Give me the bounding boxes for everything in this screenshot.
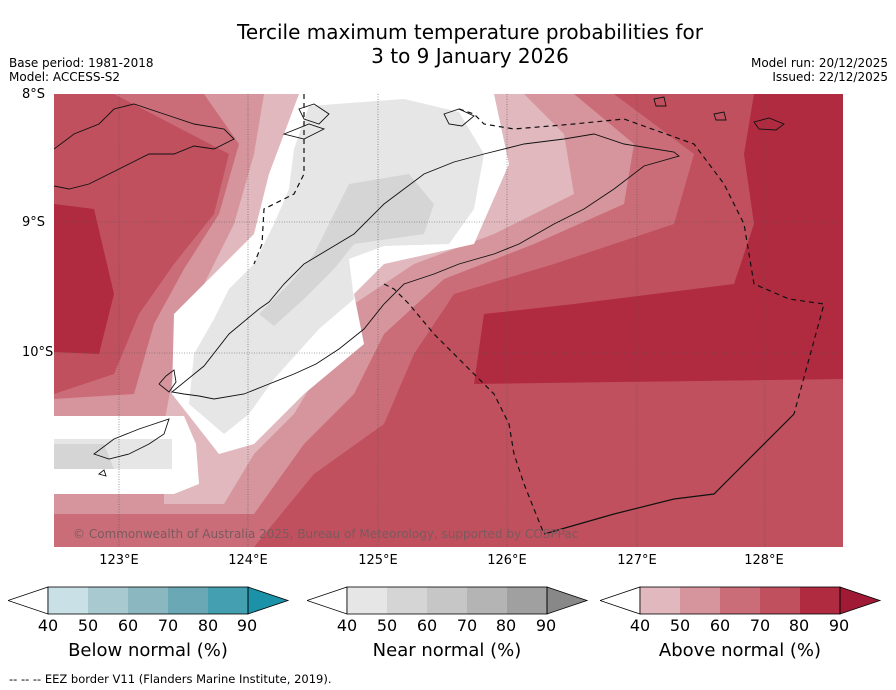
tick-above-80: 80 bbox=[788, 616, 810, 635]
semau-coast bbox=[158, 369, 177, 393]
colorbar-below-swatch-40 bbox=[48, 587, 88, 614]
colorbar-below-swatch-80 bbox=[208, 587, 248, 614]
colorbar-above-min-extend bbox=[600, 586, 641, 615]
meta-left: Base period: 1981-2018 Model: ACCESS-S2 bbox=[9, 56, 154, 84]
title-line-1: Tercile maximum temperature probabilitie… bbox=[237, 20, 703, 44]
eez-west bbox=[253, 94, 305, 265]
colorbar-near-swatch-50 bbox=[387, 587, 427, 614]
colorbar-above-outline bbox=[639, 586, 841, 615]
eez-timor-leste bbox=[458, 108, 825, 415]
rote-small-coast bbox=[98, 469, 107, 477]
flores-coast bbox=[54, 103, 235, 190]
colorbar-below-max-extend bbox=[247, 586, 290, 615]
tick-near-40: 40 bbox=[336, 616, 358, 635]
tick-below-50: 50 bbox=[77, 616, 99, 635]
rote-coast bbox=[93, 418, 170, 460]
tick-below-70: 70 bbox=[157, 616, 179, 635]
colorbar-above bbox=[600, 586, 882, 615]
tick-above-60: 60 bbox=[709, 616, 731, 635]
probability-map bbox=[54, 94, 843, 547]
colorbar-near-outline bbox=[346, 586, 548, 615]
tick-below-60: 60 bbox=[117, 616, 139, 635]
colorbar-above-title: Above normal (%) bbox=[658, 640, 822, 661]
tick-below-80: 80 bbox=[197, 616, 219, 635]
babar-coast bbox=[753, 117, 785, 131]
colorbar-above-swatch-50 bbox=[680, 587, 720, 614]
timor-coast bbox=[170, 133, 680, 400]
colorbar-above-swatch-80 bbox=[800, 587, 840, 614]
colorbar-below-outline bbox=[47, 586, 249, 615]
colorbar-near-swatches bbox=[307, 586, 589, 615]
base-period: Base period: 1981-2018 bbox=[9, 56, 154, 70]
lon-label-127e: 127°E bbox=[617, 553, 657, 568]
eez-footnote: -- -- -- EEZ border V11 (Flanders Marine… bbox=[9, 672, 332, 686]
colorbar-near-min-extend bbox=[307, 586, 348, 615]
colorbar-below-swatches bbox=[8, 586, 290, 615]
lon-label-124e: 124°E bbox=[228, 553, 268, 568]
colorbar-above-swatch-60 bbox=[720, 587, 760, 614]
tick-near-60: 60 bbox=[416, 616, 438, 635]
lon-label-125e: 125°E bbox=[358, 553, 398, 568]
colorbar-below-swatch-50 bbox=[88, 587, 128, 614]
colorbar-below-swatch-60 bbox=[128, 587, 168, 614]
model-run: Model run: 20/12/2025 bbox=[750, 56, 888, 70]
tick-below-40: 40 bbox=[37, 616, 59, 635]
tick-below-90: 90 bbox=[236, 616, 258, 635]
eez-borders bbox=[253, 94, 825, 535]
model-name: Model: ACCESS-S2 bbox=[9, 70, 121, 84]
lat-label-9s: 9°S bbox=[22, 215, 46, 230]
tick-above-40: 40 bbox=[629, 616, 651, 635]
tick-near-70: 70 bbox=[456, 616, 478, 635]
lat-label-10s: 10°S bbox=[22, 345, 54, 360]
alor-coast bbox=[282, 123, 326, 140]
colorbar-above-swatch-70 bbox=[760, 587, 800, 614]
copyright-notice: © Commonwealth of Australia 2025, Bureau… bbox=[73, 527, 579, 541]
colorbar-below-swatch-70 bbox=[168, 587, 208, 614]
tick-above-70: 70 bbox=[749, 616, 771, 635]
coastlines bbox=[54, 96, 785, 477]
wetar-coast bbox=[298, 103, 330, 125]
lon-label-128e: 128°E bbox=[744, 553, 784, 568]
near-60-region-south bbox=[54, 444, 114, 469]
meta-right: Model run: 20/12/2025 Issued: 22/12/2025 bbox=[751, 56, 888, 84]
colorbar-near-swatch-80 bbox=[507, 587, 547, 614]
lat-label-8s: 8°S bbox=[22, 87, 46, 102]
atauro-coast bbox=[443, 108, 475, 127]
leti-coast bbox=[653, 96, 667, 107]
colorbar-near-swatch-70 bbox=[467, 587, 507, 614]
tick-above-90: 90 bbox=[828, 616, 850, 635]
colorbar-near-swatch-60 bbox=[427, 587, 467, 614]
moa-coast bbox=[713, 111, 727, 121]
colorbar-above-swatches bbox=[600, 586, 882, 615]
issued-date: Issued: 22/12/2025 bbox=[772, 70, 888, 84]
colorbar-near-swatch-40 bbox=[347, 587, 387, 614]
eez-inland bbox=[383, 283, 545, 535]
lon-label-123e: 123°E bbox=[99, 553, 139, 568]
eez-solid-border bbox=[543, 413, 795, 535]
colorbar-below-min-extend bbox=[8, 586, 49, 615]
tick-above-50: 50 bbox=[669, 616, 691, 635]
colorbar-near-max-extend bbox=[546, 586, 589, 615]
tick-near-90: 90 bbox=[535, 616, 557, 635]
title-line-2: 3 to 9 January 2026 bbox=[371, 44, 569, 68]
colorbar-below bbox=[8, 586, 290, 615]
above-90-left-region bbox=[54, 204, 114, 354]
tick-near-50: 50 bbox=[376, 616, 398, 635]
colorbar-near bbox=[307, 586, 589, 615]
colorbar-above-max-extend bbox=[839, 586, 882, 615]
near-60-region bbox=[259, 174, 434, 326]
chart-title: Tercile maximum temperature probabilitie… bbox=[0, 20, 896, 68]
lon-label-126e: 126°E bbox=[487, 553, 527, 568]
colorbar-below-title: Below normal (%) bbox=[68, 640, 228, 661]
colorbar-near-title: Near normal (%) bbox=[372, 640, 522, 661]
tick-near-80: 80 bbox=[495, 616, 517, 635]
colorbar-above-swatch-40 bbox=[640, 587, 680, 614]
